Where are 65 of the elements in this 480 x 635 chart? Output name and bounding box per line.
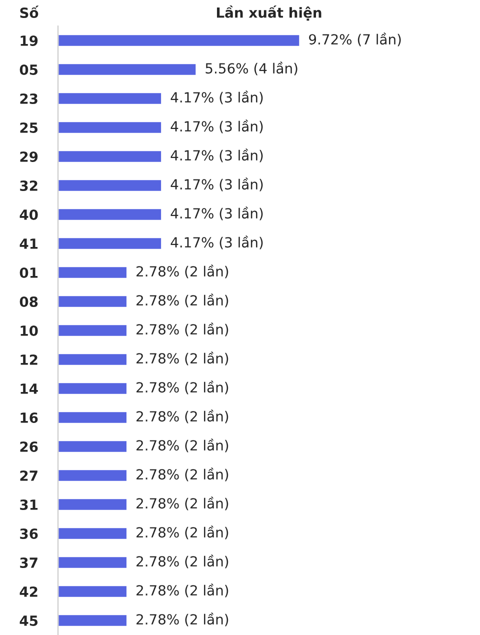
y-tick-label: 36 [20,528,38,539]
y-tick-label: 26 [20,441,38,452]
y-tick-label: 32 [20,180,38,191]
y-tick-label: 16 [20,412,38,423]
y-tick-label: 31 [20,499,38,510]
bar [58,468,128,482]
data-label: 2.78% (2 lần) [136,612,228,626]
data-label: 2.78% (2 lần) [136,584,228,598]
bar [58,266,128,280]
bar [58,440,128,454]
data-label: 2.78% (2 lần) [136,468,228,482]
bar [58,236,162,250]
data-label: 9.72% (7 lần) [309,32,401,46]
bar [58,584,128,598]
bar [58,92,162,106]
x-axis-title: Lần xuất hiện [216,6,322,21]
y-tick-label: 14 [20,384,38,394]
data-label: 2.78% (2 lần) [136,264,228,278]
y-tick-label: 08 [20,296,38,307]
y-tick-label: 10 [20,325,38,336]
data-label: 2.78% (2 lần) [136,322,228,336]
y-tick-label: 23 [20,93,38,104]
bar [58,352,128,366]
bar [58,208,162,222]
data-label: 4.17% (3 lần) [170,178,263,192]
data-label: 2.78% (2 lần) [136,352,228,366]
y-tick-label: 05 [20,64,38,75]
bar [58,34,301,48]
bar [58,62,198,76]
bar [58,150,162,164]
data-label: 4.17% (3 lần) [170,90,263,104]
data-label: 5.56% (4 lần) [206,62,298,76]
bar [58,498,128,512]
data-label: 4.17% (3 lần) [170,148,263,162]
bar [58,556,128,570]
y-tick-label: 29 [20,151,38,162]
y-tick-label: 12 [20,354,38,365]
bar [58,294,128,308]
y-tick-label: 42 [20,586,38,597]
bar [58,324,128,338]
bar [58,614,128,628]
y-tick-label: 41 [20,238,38,249]
y-tick-label: 40 [20,209,38,220]
bar [58,120,162,134]
data-label: 2.78% (2 lần) [136,496,228,510]
y-tick-label: 01 [20,267,38,278]
data-label: 4.17% (3 lần) [170,206,263,220]
data-label: 2.78% (2 lần) [136,438,228,452]
bar [58,178,162,192]
bar [58,526,128,540]
y-tick-label: 19 [20,35,38,46]
data-label: 2.78% (2 lần) [136,554,228,568]
data-label: 2.78% (2 lần) [136,526,228,540]
data-label: 2.78% (2 lần) [136,380,228,394]
y-tick-label: 27 [20,470,38,481]
y-tick-label: 45 [20,616,38,626]
bar [58,382,128,396]
data-label: 2.78% (2 lần) [136,410,228,424]
data-label: 2.78% (2 lần) [136,294,228,308]
y-tick-label: 37 [20,557,38,568]
data-label: 4.17% (3 lần) [170,120,263,134]
y-tick-label: 25 [20,122,38,133]
data-label: 4.17% (3 lần) [170,236,263,250]
bar [58,410,128,424]
y-axis-title: Số [20,6,39,18]
